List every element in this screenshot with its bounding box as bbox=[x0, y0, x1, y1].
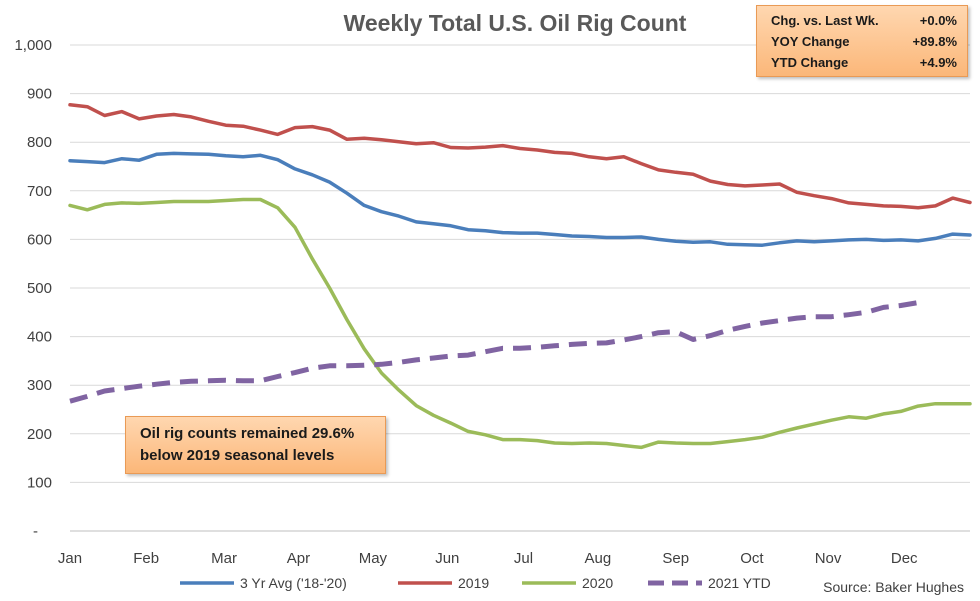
x-tick-label: Dec bbox=[891, 550, 918, 567]
x-tick-label: Apr bbox=[287, 550, 310, 567]
x-tick-label: Jan bbox=[58, 550, 82, 567]
stats-box: Chg. vs. Last Wk. +0.0% YOY Change +89.8… bbox=[756, 5, 968, 77]
stats-value: +89.8% bbox=[912, 34, 957, 49]
series-line-0 bbox=[68, 151, 972, 247]
x-tick-label: May bbox=[359, 550, 388, 567]
series-line-3 bbox=[69, 300, 919, 404]
stats-value: +4.9% bbox=[919, 55, 957, 70]
legend-label: 3 Yr Avg ('18-'20) bbox=[240, 575, 347, 591]
x-tick-label: Nov bbox=[815, 550, 842, 567]
x-tick-label: Jun bbox=[435, 550, 459, 567]
stats-row-yoy: YOY Change +89.8% bbox=[757, 31, 967, 52]
y-axis-ticks: 1,000 900 800 700 600 500 400 300 200 100 - bbox=[14, 37, 52, 540]
series-line-1 bbox=[68, 103, 972, 210]
y-tick-label: - bbox=[33, 523, 38, 540]
y-tick-label: 100 bbox=[27, 474, 52, 491]
x-tick-label: Aug bbox=[585, 550, 612, 567]
y-tick-label: 1,000 bbox=[14, 37, 52, 54]
stats-value: +0.0% bbox=[919, 13, 957, 28]
stats-row-weekly: Chg. vs. Last Wk. +0.0% bbox=[757, 10, 967, 31]
y-tick-label: 200 bbox=[27, 426, 52, 443]
legend-label: 2021 YTD bbox=[708, 575, 771, 591]
y-tick-label: 400 bbox=[27, 329, 52, 346]
y-tick-label: 300 bbox=[27, 377, 52, 394]
y-tick-label: 900 bbox=[27, 86, 52, 103]
legend-label: 2020 bbox=[582, 575, 613, 591]
chart-title: Weekly Total U.S. Oil Rig Count bbox=[344, 10, 687, 36]
annotation-line-2: below 2019 seasonal levels bbox=[140, 447, 335, 464]
legend-label: 2019 bbox=[458, 575, 489, 591]
stats-label: YOY Change bbox=[771, 34, 850, 49]
x-tick-label: Oct bbox=[740, 550, 764, 567]
legend: 3 Yr Avg ('18-'20) 2019 2020 2021 YTD bbox=[180, 575, 771, 591]
x-tick-label: Mar bbox=[211, 550, 237, 567]
x-axis-ticks: Jan Feb Mar Apr May Jun Jul Aug Sep Oct Nov Dec bbox=[58, 550, 918, 567]
series-group bbox=[68, 103, 972, 450]
annotation-line-1: Oil rig counts remained 29.6% bbox=[140, 425, 355, 442]
y-tick-label: 800 bbox=[27, 134, 52, 151]
source-note: Source: Baker Hughes bbox=[823, 579, 964, 595]
y-tick-label: 700 bbox=[27, 183, 52, 200]
y-tick-label: 500 bbox=[27, 280, 52, 297]
x-tick-label: Sep bbox=[662, 550, 689, 567]
stats-label: Chg. vs. Last Wk. bbox=[771, 13, 879, 28]
annotation-callout: Oil rig counts remained 29.6% below 2019… bbox=[125, 416, 386, 474]
x-tick-label: Feb bbox=[133, 550, 159, 567]
x-tick-label: Jul bbox=[514, 550, 533, 567]
stats-row-ytd: YTD Change +4.9% bbox=[757, 52, 967, 73]
stats-label: YTD Change bbox=[771, 55, 849, 70]
series-line-2 bbox=[68, 197, 972, 450]
gridlines bbox=[70, 44, 970, 483]
y-tick-label: 600 bbox=[27, 231, 52, 248]
